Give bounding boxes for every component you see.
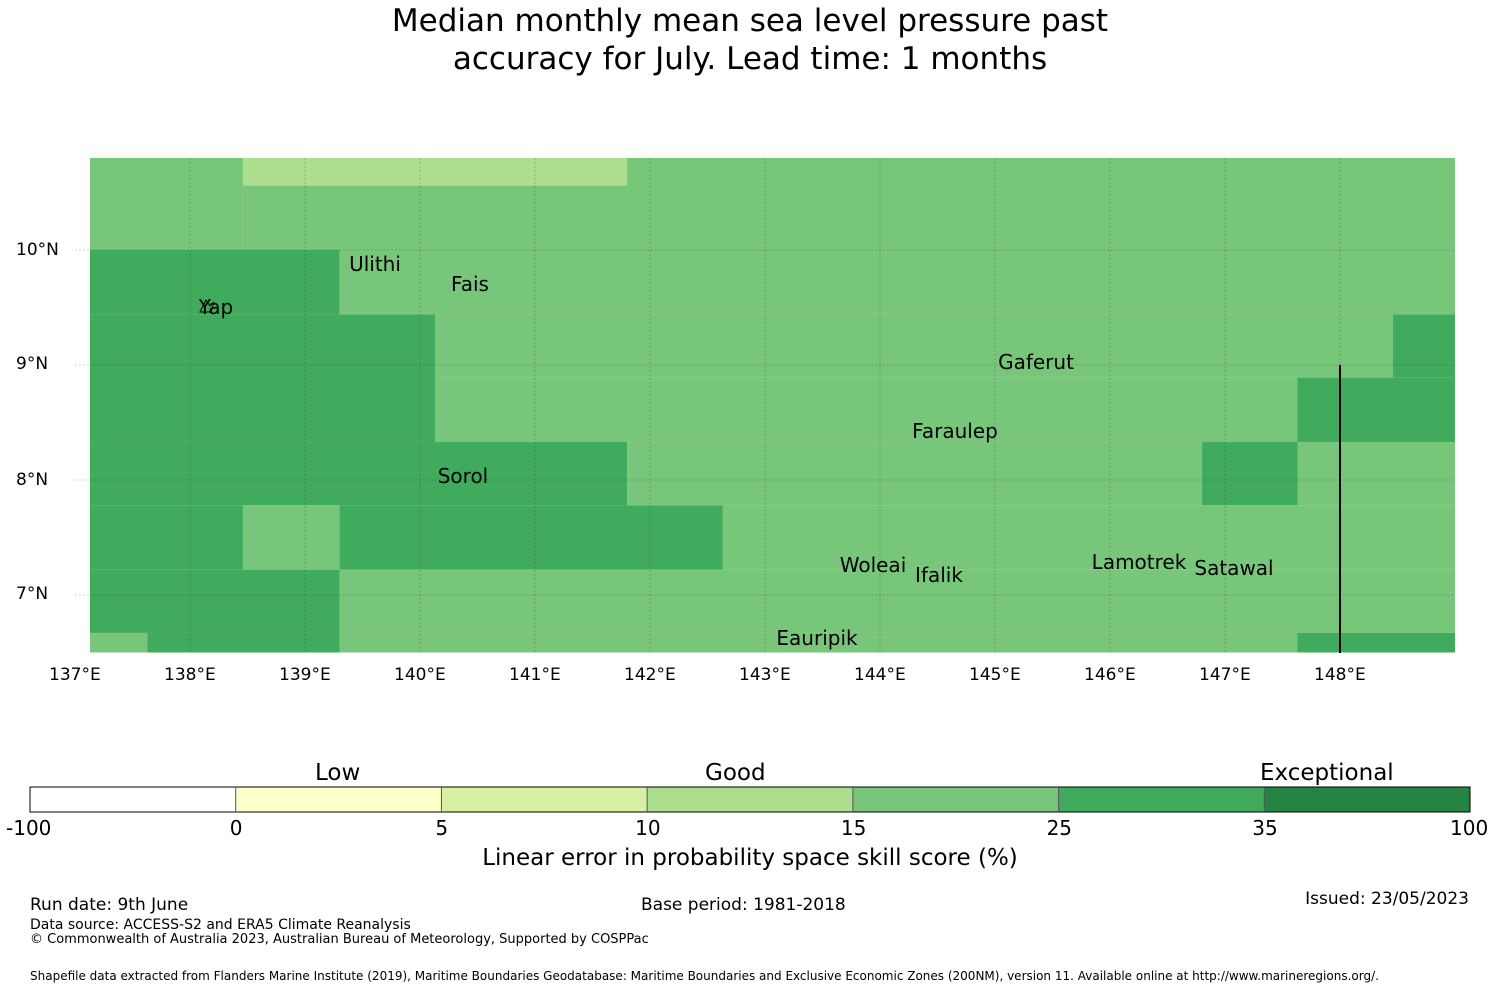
colorbar-segment: [30, 787, 236, 812]
latitude-tick: 8°N: [16, 470, 49, 490]
skill-cell: [435, 314, 1393, 378]
colorbar-segment: [1058, 787, 1265, 812]
longitude-tick: 139°E: [279, 665, 331, 685]
place-label-yap: Yap: [198, 295, 233, 319]
longitude-tick: 137°E: [49, 665, 101, 685]
skill-cell: [627, 158, 1455, 250]
longitude-tick: 145°E: [969, 665, 1021, 685]
place-label-lamotrek: Lamotrek: [1092, 550, 1187, 574]
skill-cell: [722, 505, 1455, 570]
place-labels-layer: Yap Ulithi Fais Gaferut Faraulep Sorol Woleai I…: [198, 252, 1274, 650]
longitude-tick: 144°E: [854, 665, 906, 685]
skill-cell: [242, 185, 628, 250]
base-period: Base period: 1981-2018: [641, 895, 846, 915]
place-label-sorol: Sorol: [438, 464, 489, 488]
longitude-tick: 147°E: [1199, 665, 1251, 685]
skill-cell: [339, 632, 435, 653]
longitude-tick: 142°E: [624, 665, 676, 685]
colorbar-tick: 0: [229, 816, 243, 840]
place-label-fais: Fais: [451, 272, 489, 296]
skill-cell: [1297, 442, 1455, 506]
place-label-gaferut: Gaferut: [998, 350, 1074, 374]
colorbar-category-low: Low: [315, 760, 361, 786]
yap-island-shape: [199, 299, 215, 313]
colorbar-segment: [441, 787, 648, 812]
longitude-tick: 148°E: [1314, 665, 1366, 685]
colorbar-category-exceptional: Exceptional: [1260, 760, 1394, 786]
skill-cell: [1297, 632, 1455, 653]
colorbar-segment: [1264, 787, 1470, 812]
map-title-line-2: accuracy for July. Lead time: 1 months: [452, 41, 1048, 77]
colorbar-frame: [29, 786, 1471, 813]
copyright: © Commonwealth of Australia 2023, Austra…: [30, 932, 649, 947]
data-source: Data source: ACCESS-S2 and ERA5 Climate …: [30, 917, 411, 933]
issued-date: Issued: 23/05/2023: [1305, 889, 1469, 909]
colorbar-tick: -100: [6, 816, 52, 840]
colorbar-tick: 100: [1450, 816, 1489, 840]
place-label-ifalik: Ifalik: [915, 563, 963, 587]
skill-cell: [435, 632, 1298, 653]
skill-cell: [90, 442, 628, 506]
skill-cell: [242, 505, 340, 570]
skill-cell: [90, 250, 340, 315]
colorbar-tick: 35: [1252, 816, 1278, 840]
place-label-satawal: Satawal: [1194, 556, 1273, 580]
colorbar-tick: 10: [635, 816, 661, 840]
skill-cell: [1297, 377, 1455, 443]
skill-cell: [147, 632, 340, 653]
colorbar-segment: [235, 787, 442, 812]
skill-cell: [90, 569, 340, 633]
skill-cell: [90, 505, 243, 570]
longitude-tick: 140°E: [394, 665, 446, 685]
skill-cell: [90, 632, 148, 653]
shapefile-credit: Shapefile data extracted from Flanders M…: [30, 969, 1379, 983]
colorbar-segment: [852, 787, 1059, 812]
place-label-woleai: Woleai: [840, 553, 907, 577]
skill-cell: [339, 250, 435, 315]
colorbar-category-good: Good: [705, 760, 766, 786]
skill-cell: [435, 377, 1298, 443]
colorbar-tick: 15: [840, 816, 867, 840]
longitude-tick: 141°E: [509, 665, 561, 685]
skill-cell: [339, 569, 1455, 633]
colorbar-segment: [647, 787, 853, 812]
colorbar: [29, 786, 1471, 813]
place-label-faraulep: Faraulep: [912, 419, 998, 443]
skill-cell: [435, 250, 1455, 315]
run-date: Run date: 9th June: [30, 895, 189, 915]
skill-cell: [242, 158, 628, 186]
skill-cell: [627, 442, 1203, 506]
latitude-tick: 10°N: [16, 240, 59, 260]
colorbar-tick: 25: [1046, 816, 1073, 840]
place-label-ulithi: Ulithi: [349, 252, 401, 276]
colorbar-tick: 5: [435, 816, 449, 840]
skill-cell: [339, 505, 723, 570]
skill-cell: [90, 158, 243, 250]
place-label-eauripik: Eauripik: [776, 626, 858, 650]
latitude-tick: 7°N: [16, 584, 49, 604]
longitude-tick: 143°E: [739, 665, 791, 685]
latitude-tick: 9°N: [16, 354, 49, 374]
colorbar-label: Linear error in probability space skill …: [482, 845, 1018, 871]
skill-cell: [1392, 314, 1455, 378]
skill-cell: [90, 314, 435, 443]
map-title-line-1: Median monthly mean sea level pressure p…: [391, 3, 1109, 39]
longitude-tick: 146°E: [1084, 665, 1136, 685]
skill-score-map: Yap Ulithi Fais Gaferut Faraulep Sorol Woleai I…: [75, 158, 1455, 653]
longitude-tick: 138°E: [164, 665, 216, 685]
skill-cell: [1202, 442, 1298, 506]
skill-cells-layer: [90, 158, 1455, 653]
